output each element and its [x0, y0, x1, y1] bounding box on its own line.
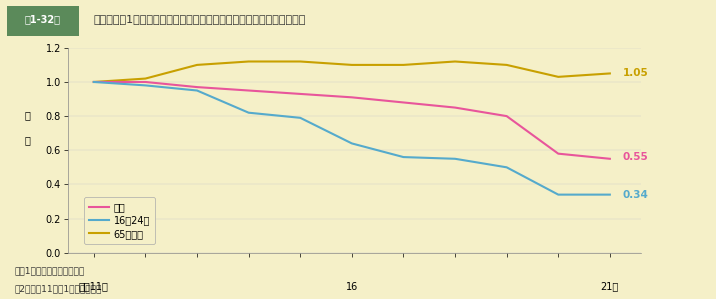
Legend: 総数, 16～24歳, 65歳以上: 総数, 16～24歳, 65歳以上 [84, 197, 155, 244]
Text: 2　平成11年を1とした指数。: 2 平成11年を1とした指数。 [14, 285, 102, 294]
Text: 1.05: 1.05 [623, 68, 649, 78]
Text: 第1-32図: 第1-32図 [25, 14, 61, 24]
Text: 0.55: 0.55 [623, 152, 649, 162]
Text: 21年: 21年 [601, 282, 619, 292]
Text: 16: 16 [346, 282, 358, 292]
Text: 指: 指 [25, 110, 31, 120]
Text: 自動車（第1当事者）運転者の若者・高齢者別死亡事故発生件数の推移: 自動車（第1当事者）運転者の若者・高齢者別死亡事故発生件数の推移 [93, 14, 306, 24]
Text: 平成11年: 平成11年 [79, 282, 109, 292]
Text: 数: 数 [25, 135, 31, 145]
Text: 0.34: 0.34 [623, 190, 649, 200]
Text: 注　1　警察庁資料による。: 注 1 警察庁資料による。 [14, 266, 84, 275]
FancyBboxPatch shape [7, 6, 79, 36]
